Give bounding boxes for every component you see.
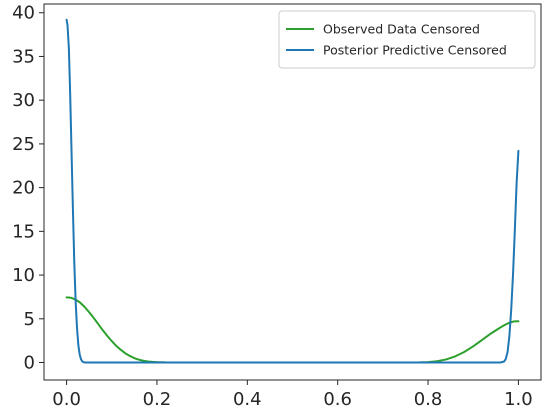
y-tick-label: 0 [24,353,35,374]
x-tick-label: 1.0 [504,389,533,410]
y-tick-label: 30 [12,90,35,111]
x-tick-label: 0.8 [414,389,443,410]
plot-frame [43,3,542,381]
legend-box [278,10,536,69]
y-tick-label: 40 [12,3,35,24]
legend-label-posterior: Posterior Predictive Censored [323,43,507,58]
y-tick-label: 25 [12,134,35,155]
legend-label-observed: Observed Data Censored [323,22,480,37]
y-tick-label: 5 [24,309,35,330]
series-line-posterior [65,18,520,364]
x-tick-label: 0.6 [323,389,352,410]
y-tick-label: 35 [12,46,35,67]
x-tick-label: 0.4 [233,389,262,410]
legend: Observed Data Censored Posterior Predict… [278,10,536,69]
y-tick-label: 20 [12,178,35,199]
y-tick-label: 10 [12,265,35,286]
series-lines [65,18,520,364]
y-tick-label: 15 [12,221,35,242]
x-axis-ticks: 0.0 0.2 0.4 0.6 0.8 1.0 [52,380,533,410]
x-tick-label: 0.2 [143,389,172,410]
y-axis-ticks: 0 5 10 15 20 25 30 35 40 [12,3,44,374]
x-tick-label: 0.0 [52,389,81,410]
